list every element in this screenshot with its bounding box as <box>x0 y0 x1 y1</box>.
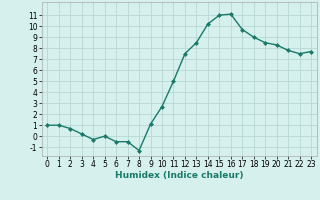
X-axis label: Humidex (Indice chaleur): Humidex (Indice chaleur) <box>115 171 244 180</box>
